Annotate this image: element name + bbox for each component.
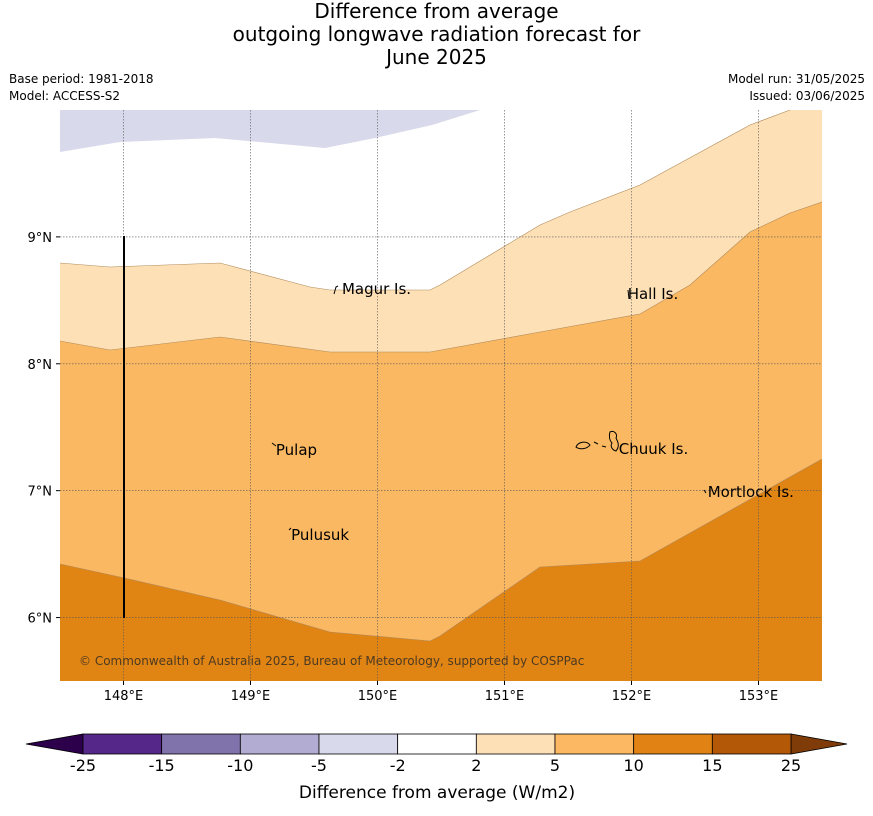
- tick-label-lon-4: 152°E: [612, 689, 652, 704]
- contour-lines: [60, 110, 822, 642]
- axis-ticks: 148°E 149°E 150°E 151°E 152°E 153°E 9°N 8°N 7°N 6…: [28, 231, 779, 704]
- contour-line-2: [60, 110, 791, 291]
- title-line-2: outgoing longwave radiation forecast for: [232, 22, 641, 46]
- colorbar-swatch-6: [554, 733, 635, 755]
- colorbar-tick-3: -5: [311, 756, 327, 775]
- place-labels: Magur Is. Hall Is. Pulap Chuuk Is. Mortlock …: [276, 280, 794, 544]
- contour-line-10: [60, 458, 822, 642]
- colorbar-swatch-2: [239, 733, 320, 755]
- place-label-0: Magur Is.: [342, 280, 411, 298]
- tick-label-lat-1: 8°N: [28, 358, 53, 373]
- meta-right: Model run: 31/05/2025 Issued: 03/06/2025: [728, 71, 865, 105]
- colorbar-tick-8: 15: [702, 756, 722, 775]
- coast-chuuk: [575, 431, 619, 452]
- colorbar-swatch-7: [633, 733, 713, 755]
- gridlines: [60, 110, 822, 681]
- colorbar: -25 -15 -10 -5 -2 2 5 10 15 25: [25, 733, 848, 775]
- contour-band-neg5-neg2: [60, 110, 480, 152]
- model-run: Model run: 31/05/2025: [727, 72, 865, 86]
- coast-magur: [333, 285, 339, 295]
- tick-label-lon-5: 153°E: [739, 689, 779, 704]
- colorbar-tick-2: -10: [227, 756, 253, 775]
- title-line-3: June 2025: [386, 45, 487, 69]
- coast-hall: [627, 289, 630, 300]
- place-label-1: Hall Is.: [628, 285, 679, 303]
- colorbar-tick-7: 10: [623, 756, 643, 775]
- meta-left: Base period: 1981-2018 Model: ACCESS-S2: [9, 71, 154, 105]
- place-label-2: Pulap: [276, 441, 317, 459]
- place-label-3: Chuuk Is.: [619, 440, 688, 458]
- base-period: Base period: 1981-2018: [9, 72, 154, 86]
- colorbar-tick-5: 2: [471, 756, 481, 775]
- coast-pulusuk: [288, 527, 292, 531]
- colorbar-tick-4: -2: [390, 756, 406, 775]
- issued-date: Issued: 03/06/2025: [749, 89, 865, 103]
- tick-label-lon-2: 150°E: [358, 689, 398, 704]
- colorbar-swatch-4: [397, 733, 477, 755]
- colorbar-tick-9: 25: [781, 756, 801, 775]
- contour-line-5: [60, 201, 822, 353]
- tick-label-lon-1: 149°E: [231, 689, 271, 704]
- tick-label-lat-3: 6°N: [28, 612, 53, 627]
- colorbar-tick-6: 5: [550, 756, 560, 775]
- place-label-5: Pulusuk: [291, 526, 349, 544]
- colorbar-tick-1: -15: [149, 756, 175, 775]
- colorbar-label: Difference from average (W/m2): [299, 783, 575, 803]
- tick-label-lon-3: 151°E: [485, 689, 525, 704]
- coast-pulap: [271, 442, 277, 447]
- colorbar-extend-high: [790, 733, 848, 755]
- contour-band-10-15: [60, 459, 822, 681]
- place-label-4: Mortlock Is.: [708, 483, 794, 501]
- tick-label-lon-0: 148°E: [104, 689, 144, 704]
- tick-label-lat-2: 7°N: [28, 485, 53, 500]
- chart-title: Difference from average outgoing longwav…: [0, 0, 873, 69]
- colorbar-swatch-1: [161, 733, 241, 755]
- colorbar-swatch-5: [475, 733, 556, 755]
- model-name: Model: ACCESS-S2: [9, 89, 121, 103]
- copyright-credit: © Commonwealth of Australia 2025, Bureau…: [79, 654, 584, 668]
- title-line-1: Difference from average: [314, 0, 559, 23]
- coast-mortlock: [703, 489, 707, 494]
- colorbar-swatch-0: [82, 733, 163, 755]
- colorbar-swatch-3: [318, 733, 399, 755]
- tick-label-lat-0: 9°N: [28, 231, 53, 246]
- colorbar-swatch-8: [711, 733, 792, 755]
- colorbar-extend-low: [25, 733, 84, 755]
- coastlines: [271, 285, 707, 531]
- map-area: [60, 110, 822, 681]
- colorbar-tick-0: -25: [70, 756, 96, 775]
